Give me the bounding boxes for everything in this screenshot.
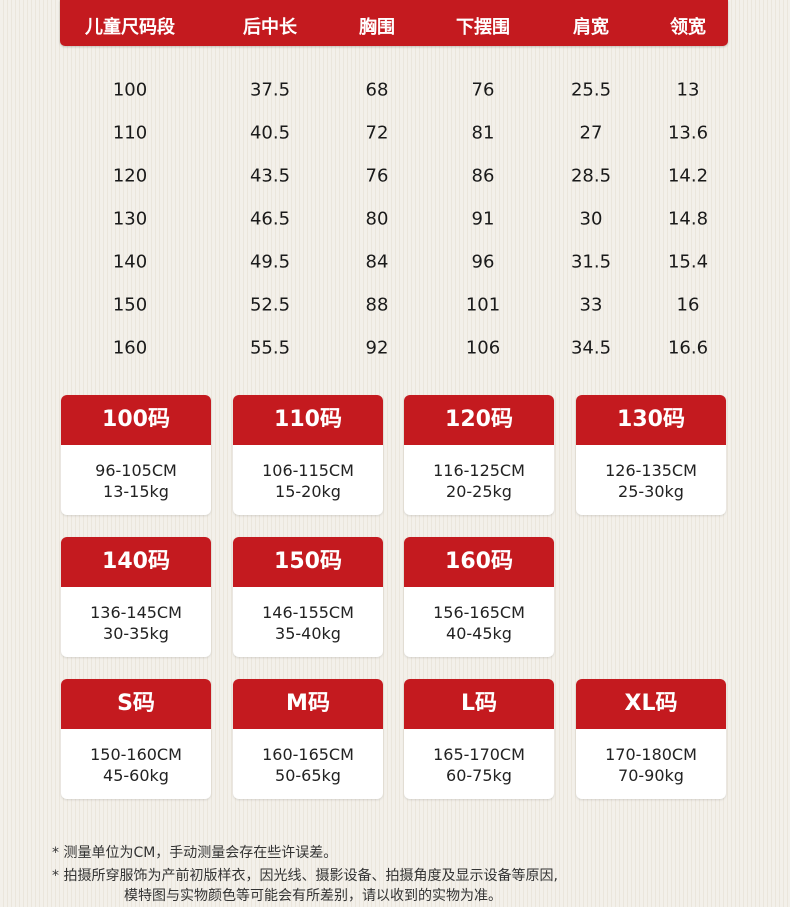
table-cell: 101 — [465, 294, 501, 316]
size-card: 150码 146-155CM 35-40kg — [233, 537, 383, 657]
table-cell: 140 — [112, 251, 148, 273]
size-card-title: 100码 — [61, 395, 211, 445]
table-cell: 76 — [471, 79, 495, 101]
column-header: 后中长 — [243, 17, 297, 38]
note-2: * 拍摄所穿服饰为产前初版样衣，因光线、摄影设备、拍摄角度及显示设备等原因, — [52, 868, 558, 884]
size-card-height: 136-145CM — [90, 603, 182, 622]
table-cell: 150 — [112, 294, 148, 316]
size-card-height: 170-180CM — [605, 745, 697, 764]
table-cell: 160 — [112, 337, 148, 359]
size-card-weight: 70-90kg — [618, 766, 684, 785]
size-card-title: M码 — [233, 679, 383, 729]
table-cell: 25.5 — [570, 79, 612, 101]
size-card: 160码 156-165CM 40-45kg — [404, 537, 554, 657]
size-card-title: 160码 — [404, 537, 554, 587]
table-cell: 34.5 — [570, 337, 612, 359]
size-card-weight: 30-35kg — [103, 624, 169, 643]
table-cell: 120 — [112, 165, 148, 187]
size-card-title: 120码 — [404, 395, 554, 445]
table-cell: 76 — [365, 165, 389, 187]
size-card-weight: 40-45kg — [446, 624, 512, 643]
table-cell: 15.4 — [667, 251, 709, 273]
table-cell: 13.6 — [667, 122, 709, 144]
table-cell: 91 — [471, 208, 495, 230]
table-cell: 52.5 — [249, 294, 291, 316]
table-cell: 33 — [579, 294, 603, 316]
size-card-weight: 60-75kg — [446, 766, 512, 785]
column-header: 胸围 — [359, 17, 395, 38]
table-cell: 86 — [471, 165, 495, 187]
size-card: S码 150-160CM 45-60kg — [61, 679, 211, 799]
size-card-height: 165-170CM — [433, 745, 525, 764]
table-cell: 68 — [365, 79, 389, 101]
table-cell: 72 — [365, 122, 389, 144]
table-cell: 16.6 — [667, 337, 709, 359]
table-cell: 46.5 — [249, 208, 291, 230]
table-cell: 30 — [579, 208, 603, 230]
table-cell: 28.5 — [570, 165, 612, 187]
table-cell: 80 — [365, 208, 389, 230]
size-card-height: 150-160CM — [90, 745, 182, 764]
table-cell: 27 — [579, 122, 603, 144]
table-cell: 96 — [471, 251, 495, 273]
table-cell: 14.8 — [667, 208, 709, 230]
size-card: 130码 126-135CM 25-30kg — [576, 395, 726, 515]
table-cell: 31.5 — [570, 251, 612, 273]
size-card-height: 106-115CM — [262, 461, 354, 480]
size-card-title: 140码 — [61, 537, 211, 587]
table-cell: 106 — [465, 337, 501, 359]
size-card-title: 150码 — [233, 537, 383, 587]
size-card-title: 110码 — [233, 395, 383, 445]
column-header: 儿童尺码段 — [85, 17, 175, 38]
table-cell: 14.2 — [667, 165, 709, 187]
size-card-weight: 50-65kg — [275, 766, 341, 785]
table-cell: 13 — [676, 79, 700, 101]
size-card-title: L码 — [404, 679, 554, 729]
size-card-title: S码 — [61, 679, 211, 729]
size-card: 140码 136-145CM 30-35kg — [61, 537, 211, 657]
table-cell: 110 — [112, 122, 148, 144]
size-card-weight: 20-25kg — [446, 482, 512, 501]
table-cell: 49.5 — [249, 251, 291, 273]
size-card-weight: 35-40kg — [275, 624, 341, 643]
size-card-title: 130码 — [576, 395, 726, 445]
table-cell: 130 — [112, 208, 148, 230]
size-card-title: XL码 — [576, 679, 726, 729]
table-cell: 37.5 — [249, 79, 291, 101]
size-card-height: 160-165CM — [262, 745, 354, 764]
size-card-height: 156-165CM — [433, 603, 525, 622]
column-header: 肩宽 — [573, 17, 609, 38]
size-card-height: 126-135CM — [605, 461, 697, 480]
table-cell: 88 — [365, 294, 389, 316]
size-card: 100码 96-105CM 13-15kg — [61, 395, 211, 515]
table-header: 儿童尺码段 后中长 胸围 下摆围 肩宽 领宽 — [60, 0, 728, 46]
size-card: XL码 170-180CM 70-90kg — [576, 679, 726, 799]
size-card-weight: 13-15kg — [103, 482, 169, 501]
table-cell: 100 — [112, 79, 148, 101]
size-card-height: 96-105CM — [95, 461, 177, 480]
table-cell: 43.5 — [249, 165, 291, 187]
table-cell: 40.5 — [249, 122, 291, 144]
table-cell: 55.5 — [249, 337, 291, 359]
size-card: 110码 106-115CM 15-20kg — [233, 395, 383, 515]
table-cell: 92 — [365, 337, 389, 359]
table-cell: 81 — [471, 122, 495, 144]
size-card: L码 165-170CM 60-75kg — [404, 679, 554, 799]
size-card: M码 160-165CM 50-65kg — [233, 679, 383, 799]
table-cell: 84 — [365, 251, 389, 273]
size-card: 120码 116-125CM 20-25kg — [404, 395, 554, 515]
note-1: * 测量单位为CM，手动测量会存在些许误差。 — [52, 845, 338, 861]
size-card-weight: 45-60kg — [103, 766, 169, 785]
size-card-height: 116-125CM — [433, 461, 525, 480]
size-card-weight: 25-30kg — [618, 482, 684, 501]
table-cell: 16 — [676, 294, 700, 316]
size-card-weight: 15-20kg — [275, 482, 341, 501]
column-header: 领宽 — [670, 17, 706, 38]
column-header: 下摆围 — [456, 17, 510, 38]
note-3: 模特图与实物颜色等可能会有所差别，请以收到的实物为准。 — [124, 888, 502, 904]
size-card-height: 146-155CM — [262, 603, 354, 622]
